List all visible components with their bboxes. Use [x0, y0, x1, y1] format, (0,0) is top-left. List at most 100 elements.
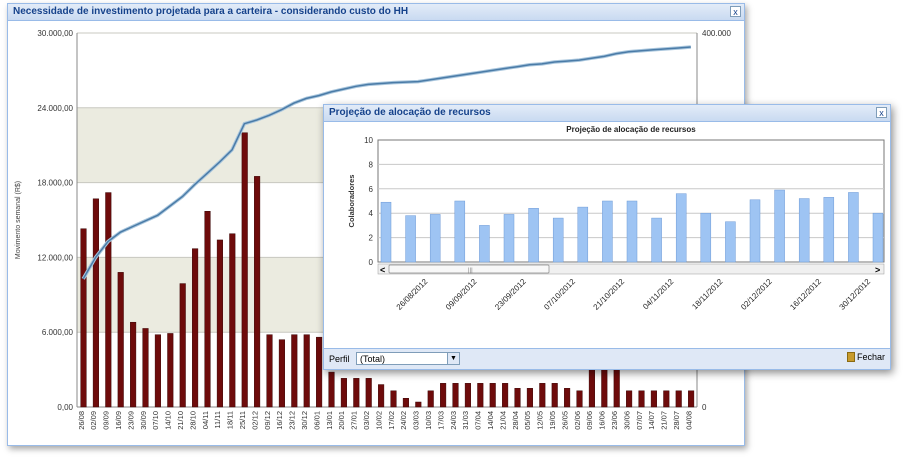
cumulative-line: [82, 46, 691, 280]
bar: [650, 390, 657, 408]
bar: [167, 333, 174, 408]
y-tick-label: 6: [369, 185, 374, 194]
bar: [477, 383, 484, 408]
close-icon[interactable]: x: [730, 6, 741, 17]
investment-window-titlebar[interactable]: Necessidade de investimento projetada pa…: [8, 4, 744, 21]
bar: [454, 200, 466, 263]
perfil-select-value: (Total): [360, 354, 386, 364]
x-tick-label: 30/12/2012: [838, 277, 873, 312]
bar: [502, 383, 509, 408]
bar: [528, 208, 539, 263]
x-tick-label: 23/12: [288, 411, 297, 430]
bar: [254, 176, 261, 408]
x-tick-label: 02/06: [573, 411, 582, 430]
x-tick-label: 19/05: [548, 411, 557, 430]
bar: [429, 214, 441, 263]
bar: [440, 383, 447, 408]
y-tick-label: 6.000,00: [42, 328, 74, 337]
fechar-button[interactable]: Fechar: [846, 352, 885, 362]
bar: [577, 206, 589, 263]
perfil-select[interactable]: (Total) ▼: [356, 352, 460, 365]
y2-tick-label: 400.000: [702, 29, 731, 38]
bar: [365, 378, 372, 408]
plot-band: [77, 33, 697, 108]
x-tick-label: 31/03: [461, 411, 470, 430]
x-tick-label: 07/10: [151, 411, 160, 430]
bar: [92, 198, 99, 408]
x-tick-label: 21/04: [498, 411, 507, 430]
bar: [427, 390, 434, 408]
x-tick-label: 03/03: [412, 411, 421, 430]
x-tick-label: 09/09/2012: [444, 277, 479, 312]
x-tick-label: 30/06: [622, 411, 631, 430]
x-tick-label: 16/12: [275, 411, 284, 430]
bar: [576, 390, 583, 408]
x-tick-label: 02/12: [250, 411, 259, 430]
bar: [479, 225, 490, 263]
x-tick-label: 21/07: [660, 411, 669, 430]
x-tick-label: 13/01: [325, 411, 334, 430]
bar: [823, 197, 835, 263]
x-tick-label: 21/10/2012: [592, 277, 627, 312]
y-tick-label: 8: [369, 160, 374, 169]
x-tick-label: 23/09/2012: [493, 277, 528, 312]
y-axis-title: Movimento semanal (R$): [15, 181, 22, 259]
bar: [316, 336, 323, 408]
x-tick-label: 20/01: [337, 411, 346, 430]
investment-window-title: Necessidade de investimento projetada pa…: [13, 6, 409, 17]
bar: [266, 334, 273, 408]
x-tick-label: 25/11: [238, 411, 247, 429]
bar: [241, 132, 248, 408]
x-tick-label: 11/11: [213, 411, 222, 429]
bar: [464, 383, 471, 408]
bar: [602, 200, 613, 263]
bar: [675, 193, 687, 263]
x-tick-label: 07/04: [474, 411, 483, 430]
x-tick-label: 16/09: [114, 411, 123, 430]
allocation-toolbar: Perfil (Total) ▼ Fechar: [324, 348, 890, 369]
bar: [626, 390, 633, 408]
y-tick-label: 4: [369, 209, 374, 218]
bar: [552, 217, 564, 263]
y-tick-label: 12.000,00: [37, 253, 73, 262]
bar: [105, 192, 112, 408]
x-tick-label: 05/05: [523, 411, 532, 430]
y-tick-label: 0: [369, 258, 374, 267]
x-tick-label: 27/01: [350, 411, 359, 430]
x-tick-label: 30/09: [139, 411, 148, 430]
x-tick-label: 26/08: [77, 411, 86, 430]
scrollbar-thumb: [388, 264, 550, 274]
x-tick-label: 04/08: [684, 411, 693, 430]
y-tick-label: 30.000,00: [37, 29, 73, 38]
bar: [278, 339, 285, 408]
x-tick-label: 04/11: [201, 411, 210, 429]
bar: [192, 248, 199, 408]
allocation-chart-title: Projeção de alocação de recursos: [566, 125, 696, 134]
chevron-down-icon[interactable]: ▼: [447, 353, 459, 364]
x-tick-label: 18/11/2012: [690, 277, 725, 312]
bar: [204, 211, 211, 408]
y2-tick-label: 0: [702, 403, 707, 412]
scroll-left-icon: <: [380, 265, 385, 275]
bar: [117, 272, 124, 408]
x-tick-label: 09/06: [585, 411, 594, 430]
bar: [378, 384, 385, 408]
bar: [503, 214, 515, 263]
x-tick-label: 28/07: [672, 411, 681, 430]
bar: [380, 201, 392, 263]
x-tick-label: 02/12/2012: [739, 277, 774, 312]
y-tick-label: 0,00: [57, 403, 73, 412]
bar: [872, 212, 884, 263]
bar: [452, 383, 459, 408]
y-axis-title: Colaboradores: [347, 175, 356, 228]
y-tick-label: 10: [364, 136, 373, 145]
x-tick-label: 24/03: [449, 411, 458, 430]
perfil-label: Perfil: [329, 354, 350, 364]
bar: [229, 233, 236, 408]
fechar-label: Fechar: [856, 352, 885, 362]
x-tick-label: 07/10/2012: [542, 277, 577, 312]
x-tick-label: 16/06: [598, 411, 607, 430]
allocation-window-titlebar[interactable]: Projeção de alocação de recursos x: [324, 105, 890, 122]
close-icon[interactable]: x: [876, 107, 887, 118]
bar: [179, 283, 186, 408]
